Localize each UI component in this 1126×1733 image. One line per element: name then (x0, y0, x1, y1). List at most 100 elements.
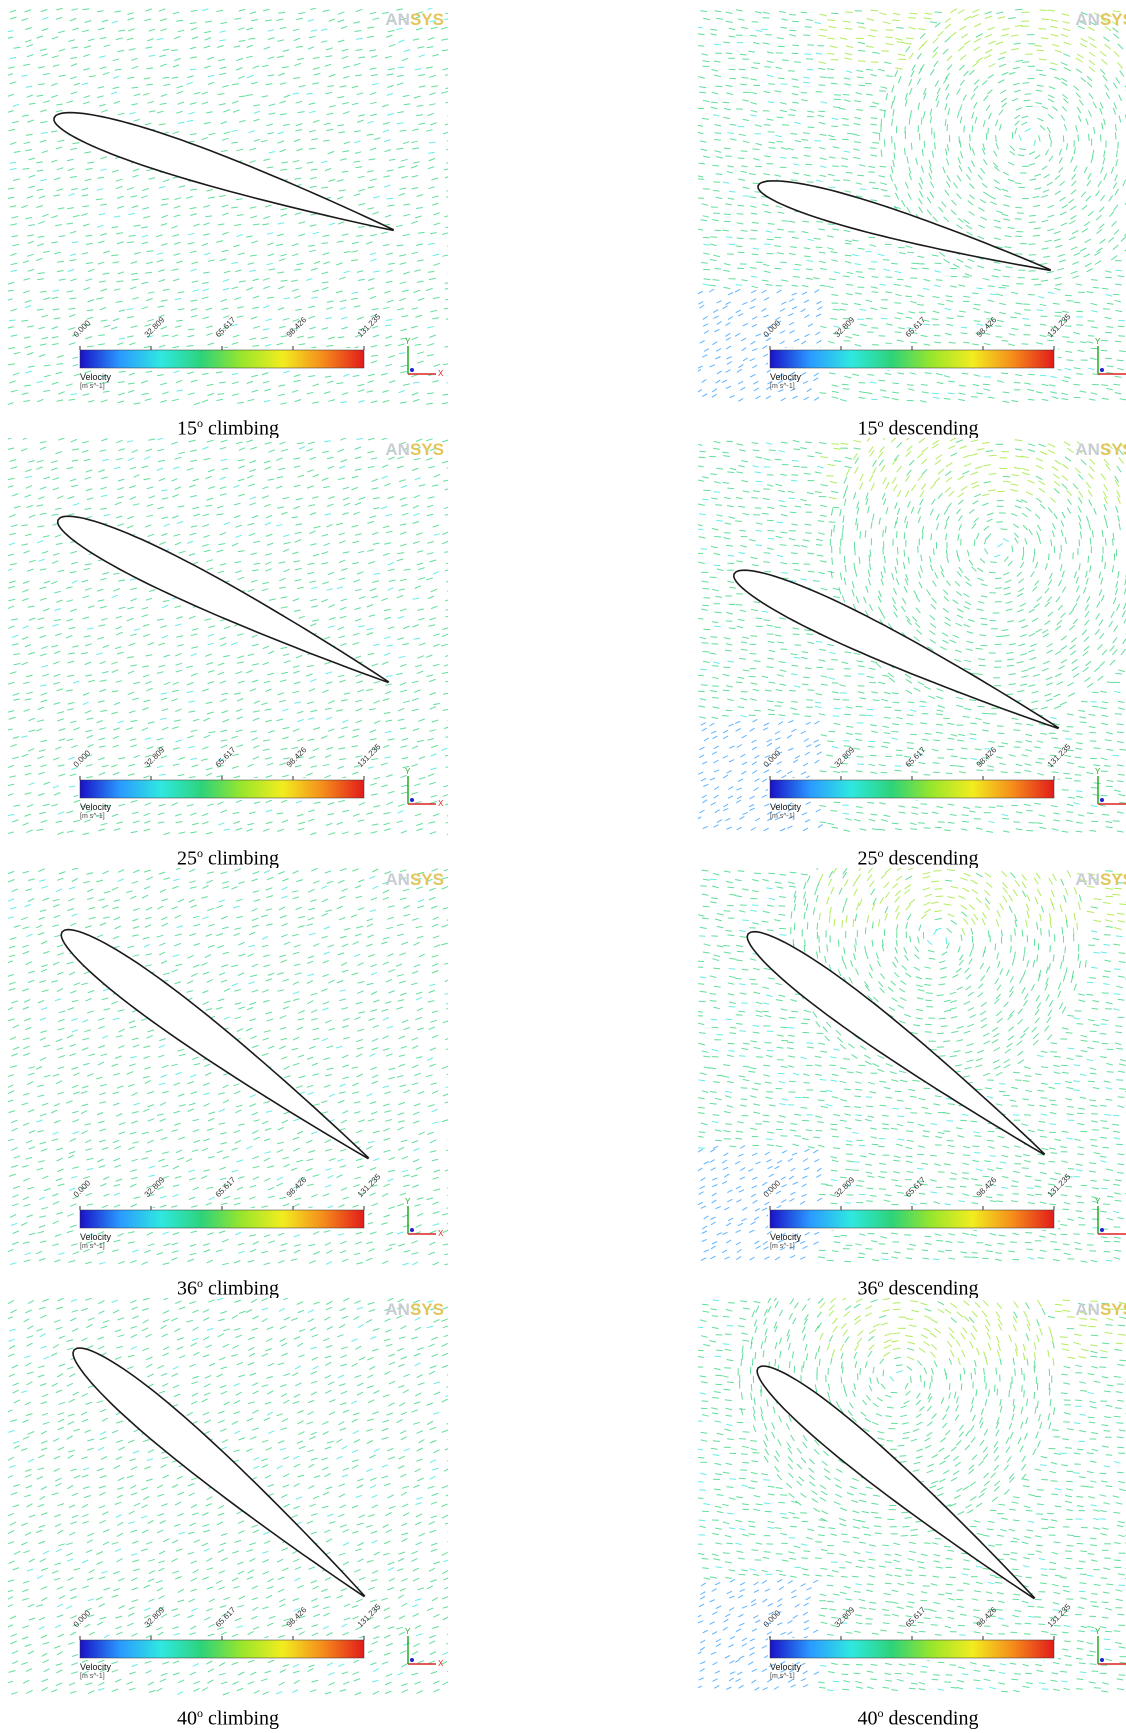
velocity-vector (726, 544, 733, 547)
velocity-vector (1052, 473, 1060, 480)
velocity-vector (993, 166, 1000, 172)
velocity-vector (800, 498, 807, 502)
velocity-vector (1076, 324, 1083, 326)
velocity-vector (1053, 230, 1061, 235)
velocity-vector (958, 523, 963, 531)
velocity-vector (879, 165, 887, 168)
velocity-vector (432, 813, 440, 817)
velocity-vector (928, 172, 933, 180)
velocity-vector (945, 72, 951, 80)
velocity-vector (309, 185, 317, 188)
velocity-vector (957, 533, 960, 541)
velocity-vector (426, 504, 434, 508)
velocity-vector (277, 222, 285, 225)
velocity-vector (384, 149, 392, 153)
velocity-vector (442, 531, 448, 535)
velocity-vector (976, 448, 985, 451)
velocity-vector (924, 372, 932, 374)
velocity-vector (132, 820, 140, 824)
velocity-vector (920, 165, 925, 173)
velocity-vector (21, 74, 28, 77)
velocity-vector (698, 465, 704, 468)
velocity-vector (1000, 89, 1007, 94)
velocity-vector (23, 290, 30, 294)
velocity-vector (429, 74, 437, 78)
velocity-vector (885, 75, 893, 77)
velocity-vector (343, 373, 350, 377)
velocity-vector (205, 831, 213, 835)
velocity-vector (99, 306, 107, 311)
velocity-vector (819, 76, 827, 79)
velocity-vector (43, 389, 51, 392)
velocity-vector (852, 453, 858, 461)
velocity-vector (932, 37, 939, 44)
velocity-vector (1072, 275, 1080, 279)
velocity-vector (325, 55, 333, 58)
velocity-vector (910, 142, 913, 150)
velocity-vector (715, 173, 723, 175)
velocity-vector (282, 774, 289, 778)
velocity-vector (11, 634, 19, 638)
velocity-vector (371, 595, 379, 599)
velocity-vector (430, 26, 438, 30)
velocity-vector (156, 38, 164, 41)
velocity-vector (1047, 579, 1053, 586)
velocity-vector (280, 402, 287, 405)
velocity-vector (1105, 294, 1113, 297)
velocity-vector (294, 399, 302, 403)
velocity-vector (328, 604, 336, 608)
velocity-vector (113, 466, 121, 470)
velocity-vector (127, 335, 134, 338)
velocity-vector (413, 16, 421, 20)
velocity-vector (844, 465, 852, 469)
velocity-vector (96, 10, 104, 13)
velocity-vector (221, 467, 229, 471)
velocity-vector (190, 299, 198, 302)
velocity-vector (141, 465, 149, 469)
velocity-vector (1050, 391, 1057, 394)
velocity-vector (192, 506, 200, 510)
velocity-vector (942, 166, 946, 174)
velocity-vector (147, 642, 154, 646)
velocity-vector (174, 57, 181, 62)
velocity-vector (50, 130, 58, 133)
velocity-vector (879, 12, 887, 16)
velocity-vector (206, 567, 214, 571)
velocity-vector (818, 571, 826, 575)
velocity-vector (780, 26, 788, 29)
velocity-vector (216, 505, 224, 509)
velocity-vector (1117, 571, 1120, 579)
velocity-vector (1004, 235, 1012, 238)
velocity-vector (249, 688, 257, 692)
velocity-vector (246, 94, 253, 97)
velocity-vector (1089, 21, 1097, 26)
velocity-vector (36, 828, 44, 831)
velocity-vector (383, 822, 391, 826)
velocity-vector (1001, 102, 1008, 108)
velocity-vector (904, 42, 912, 45)
velocity-vector (292, 92, 299, 95)
velocity-vector (945, 295, 953, 298)
velocity-vector (233, 514, 241, 519)
velocity-vector (280, 213, 288, 217)
velocity-vector (339, 606, 347, 611)
velocity-vector (26, 829, 33, 834)
airfoil-outline (53, 111, 395, 232)
velocity-vector (698, 45, 705, 47)
velocity-vector (1066, 447, 1074, 454)
velocity-vector (958, 392, 966, 395)
velocity-vector (428, 151, 435, 154)
velocity-vector (66, 158, 74, 162)
velocity-vector (788, 220, 796, 223)
velocity-vector (943, 508, 949, 515)
velocity-vector (779, 10, 786, 14)
velocity-vector (186, 665, 193, 668)
velocity-vector (928, 159, 932, 167)
velocity-vector (367, 207, 375, 210)
velocity-vector (161, 532, 168, 537)
velocity-vector (385, 683, 392, 686)
velocity-vector (750, 556, 758, 560)
velocity-vector (778, 373, 784, 378)
velocity-vector (292, 28, 300, 32)
velocity-vector (819, 29, 828, 31)
